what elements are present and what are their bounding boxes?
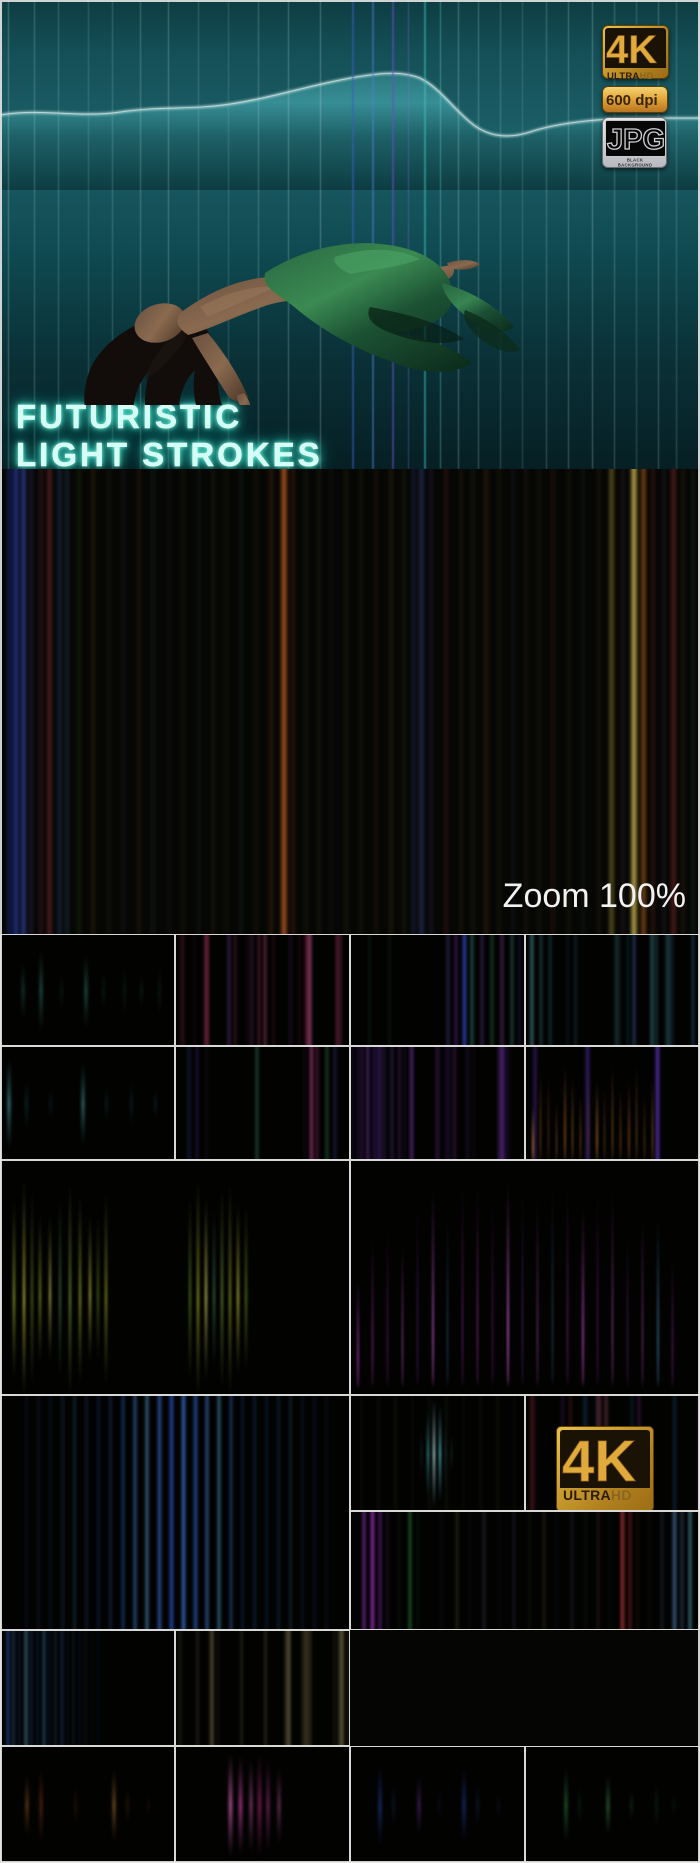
svg-text:600 dpi: 600 dpi bbox=[606, 92, 658, 109]
svg-text:ULTRAHD: ULTRAHD bbox=[563, 1488, 632, 1503]
svg-text:BACKGROUND: BACKGROUND bbox=[618, 163, 653, 168]
svg-text:JPG: JPG bbox=[607, 124, 665, 156]
svg-text:ULTRAHD: ULTRAHD bbox=[607, 71, 654, 81]
svg-text:4K: 4K bbox=[562, 1430, 636, 1488]
svg-text:4K: 4K bbox=[606, 28, 657, 68]
